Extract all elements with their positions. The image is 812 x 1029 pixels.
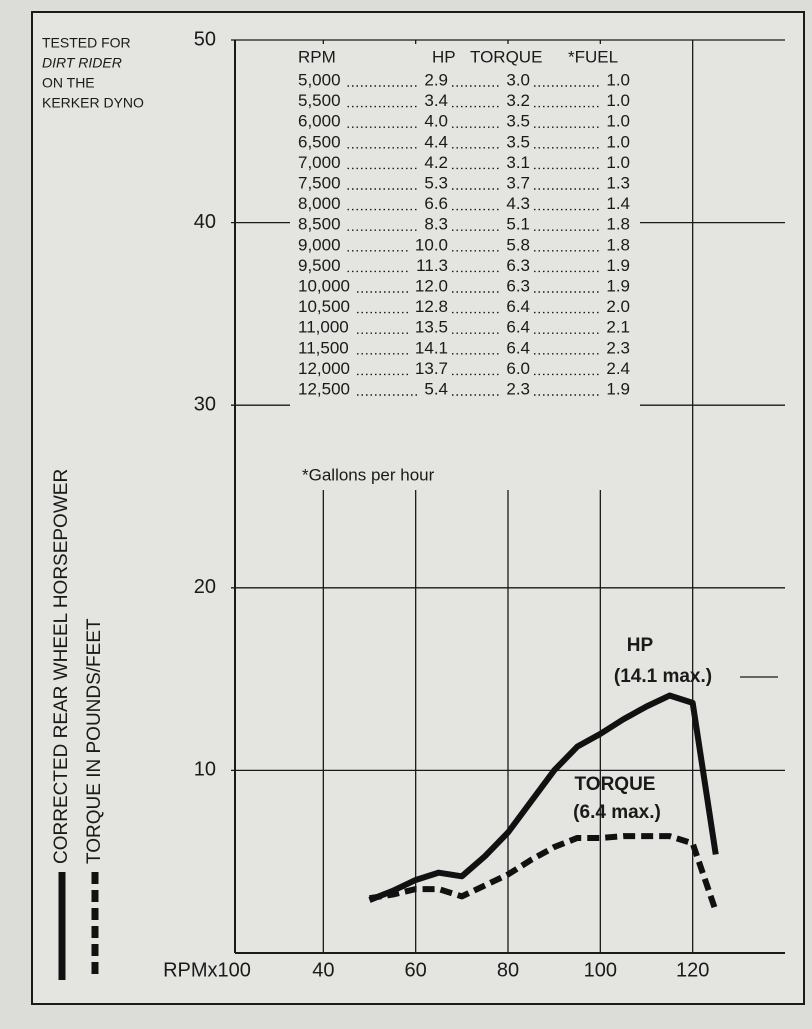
y-tick-label: 20 xyxy=(194,576,216,598)
table-cell: 3.4 xyxy=(424,91,448,110)
annotation: HP xyxy=(627,635,654,656)
table-cell: 9,500 xyxy=(298,256,341,275)
table-cell: 7,000 xyxy=(298,153,341,172)
table-cell: 6.4 xyxy=(506,297,530,316)
table-cell: 6.0 xyxy=(506,359,530,378)
y-tick-label: 50 xyxy=(194,28,216,50)
table-cell: 1.4 xyxy=(606,194,630,213)
table-cell: 1.3 xyxy=(606,173,630,192)
table-cell: 3.2 xyxy=(506,91,530,110)
x-tick-label: 60 xyxy=(405,959,427,981)
legend-label: TORQUE IN POUNDS/FEET xyxy=(84,618,105,864)
table-cell: 6,000 xyxy=(298,112,341,131)
table-cell: 10,000 xyxy=(298,276,350,295)
table-cell: 11,500 xyxy=(298,338,349,357)
y-tick-label: 40 xyxy=(194,211,216,233)
table-cell: 12.0 xyxy=(415,276,448,295)
table-cell: 3.5 xyxy=(506,132,530,151)
table-cell: 2.1 xyxy=(606,318,630,337)
table-cell: 3.0 xyxy=(506,70,530,89)
table-cell: 1.0 xyxy=(606,70,630,89)
annotation: (6.4 max.) xyxy=(573,802,661,823)
table-cell: 8.3 xyxy=(424,215,448,234)
note-line: TESTED FOR xyxy=(42,35,131,51)
table-cell: 6.4 xyxy=(506,338,530,357)
table-footnote: *Gallons per hour xyxy=(302,465,435,484)
table-cell: 12,000 xyxy=(298,359,350,378)
table-cell: 5.8 xyxy=(506,235,530,254)
table-cell: 8,000 xyxy=(298,194,341,213)
table-cell: 3.7 xyxy=(506,173,530,192)
table-header: HP xyxy=(432,47,456,66)
table-cell: 4.4 xyxy=(424,132,448,151)
table-cell: 1.0 xyxy=(606,112,630,131)
table-cell: 2.4 xyxy=(606,359,630,378)
table-header: *FUEL xyxy=(568,47,618,66)
table-cell: 2.3 xyxy=(606,338,630,357)
table-cell: 11.3 xyxy=(416,256,448,275)
table-cell: 6,500 xyxy=(298,132,341,151)
x-tick-label: 120 xyxy=(676,959,709,981)
table-cell: 5,500 xyxy=(298,91,341,110)
x-tick-label: 80 xyxy=(497,959,519,981)
table-panel xyxy=(290,44,640,490)
table-cell: 12.8 xyxy=(415,297,448,316)
annotation: TORQUE xyxy=(575,774,656,795)
table-cell: 1.8 xyxy=(606,235,630,254)
table-cell: 1.0 xyxy=(606,91,630,110)
table-cell: 5.4 xyxy=(424,379,448,398)
table-cell: 6.6 xyxy=(424,194,448,213)
table-cell: 14.1 xyxy=(415,338,448,357)
annotation: (14.1 max.) xyxy=(614,666,712,687)
table-cell: 4.0 xyxy=(424,112,448,131)
table-cell: 5.3 xyxy=(424,173,448,192)
table-cell: 6.3 xyxy=(506,276,530,295)
x-axis-label: RPMx100 xyxy=(163,959,251,981)
y-tick-label: 10 xyxy=(194,759,216,781)
note-line: DIRT RIDER xyxy=(42,55,122,71)
table-cell: 13.7 xyxy=(415,359,448,378)
note-line: KERKER DYNO xyxy=(42,95,144,111)
table-cell: 5,000 xyxy=(298,70,341,89)
table-cell: 1.8 xyxy=(606,215,630,234)
table-cell: 2.0 xyxy=(606,297,630,316)
table-cell: 2.3 xyxy=(506,379,530,398)
table-header: TORQUE xyxy=(470,47,542,66)
table-cell: 10.0 xyxy=(415,235,448,254)
table-cell: 1.9 xyxy=(606,276,630,295)
table-cell: 6.4 xyxy=(506,318,530,337)
note-line: ON THE xyxy=(42,75,95,91)
table-cell: 3.1 xyxy=(506,153,530,172)
table-cell: 8,500 xyxy=(298,215,341,234)
x-tick-label: 100 xyxy=(584,959,617,981)
table-cell: 1.0 xyxy=(606,153,630,172)
legend-label: CORRECTED REAR WHEEL HORSEPOWER xyxy=(51,469,72,864)
table-cell: 7,500 xyxy=(298,173,341,192)
table-cell: 1.0 xyxy=(606,132,630,151)
table-cell: 3.5 xyxy=(506,112,530,131)
table-cell: 9,000 xyxy=(298,235,341,254)
table-cell: 11,000 xyxy=(298,318,349,337)
table-cell: 12,500 xyxy=(298,379,350,398)
y-tick-label: 30 xyxy=(194,393,216,415)
line-series xyxy=(369,833,719,912)
table-cell: 13.5 xyxy=(415,318,448,337)
x-tick-label: 40 xyxy=(312,959,334,981)
table-cell: 2.9 xyxy=(424,70,448,89)
table-cell: 6.3 xyxy=(506,256,530,275)
table-cell: 10,500 xyxy=(298,297,350,316)
table-cell: 4.2 xyxy=(424,153,448,172)
table-cell: 5.1 xyxy=(506,215,530,234)
line-series xyxy=(368,692,719,903)
table-cell: 1.9 xyxy=(606,379,630,398)
table-cell: 4.3 xyxy=(506,194,530,213)
table-cell: 1.9 xyxy=(606,256,630,275)
table-header: RPM xyxy=(298,47,336,66)
